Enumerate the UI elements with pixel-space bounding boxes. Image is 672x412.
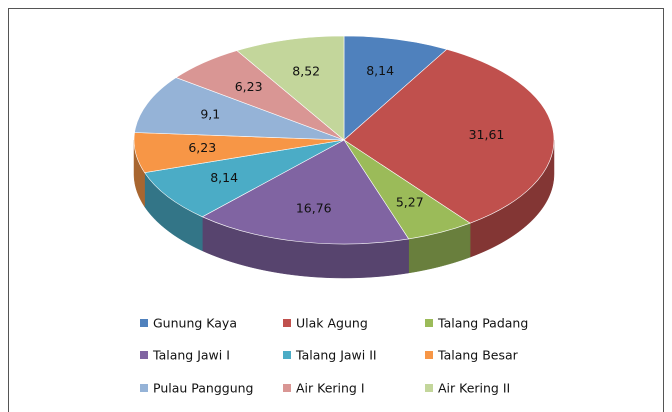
slice (236, 35, 345, 141)
data-label: 16,76 (296, 201, 332, 216)
legend-swatch (140, 384, 148, 392)
legend-label: Pulau Panggung (153, 381, 253, 396)
slice (134, 77, 345, 141)
data-label: 8,52 (292, 63, 320, 78)
legend-label: Air Kering I (296, 381, 365, 396)
legend-swatch (140, 319, 148, 327)
slice-sides (133, 139, 555, 279)
slice-tops (133, 35, 555, 245)
legend-label: Talang Jawi I (152, 348, 230, 363)
data-label: 6,23 (235, 79, 263, 94)
legend-label: Gunung Kaya (153, 316, 237, 331)
legend-label: Ulak Agung (296, 316, 368, 331)
slice (343, 48, 555, 224)
legend-swatch (425, 319, 433, 327)
data-label: 8,14 (210, 170, 238, 185)
slice (201, 139, 410, 245)
legend-label: Talang Padang (437, 316, 528, 331)
legend-swatch (283, 384, 291, 392)
legend-swatch (283, 319, 291, 327)
legend-swatch (425, 384, 433, 392)
legend-label: Talang Besar (437, 348, 519, 363)
legend-label: Air Kering II (438, 381, 510, 396)
data-label: 6,23 (188, 140, 216, 155)
data-label: 5,27 (396, 194, 424, 209)
legend-swatch (425, 351, 433, 359)
data-label: 9,1 (200, 107, 220, 122)
data-label: 8,14 (366, 63, 394, 78)
legend-swatch (140, 351, 148, 359)
slice (144, 139, 345, 218)
legend-swatch (283, 351, 291, 359)
data-label: 31,61 (469, 127, 505, 142)
slice (343, 35, 448, 141)
legend-label: Talang Jawi II (295, 348, 377, 363)
